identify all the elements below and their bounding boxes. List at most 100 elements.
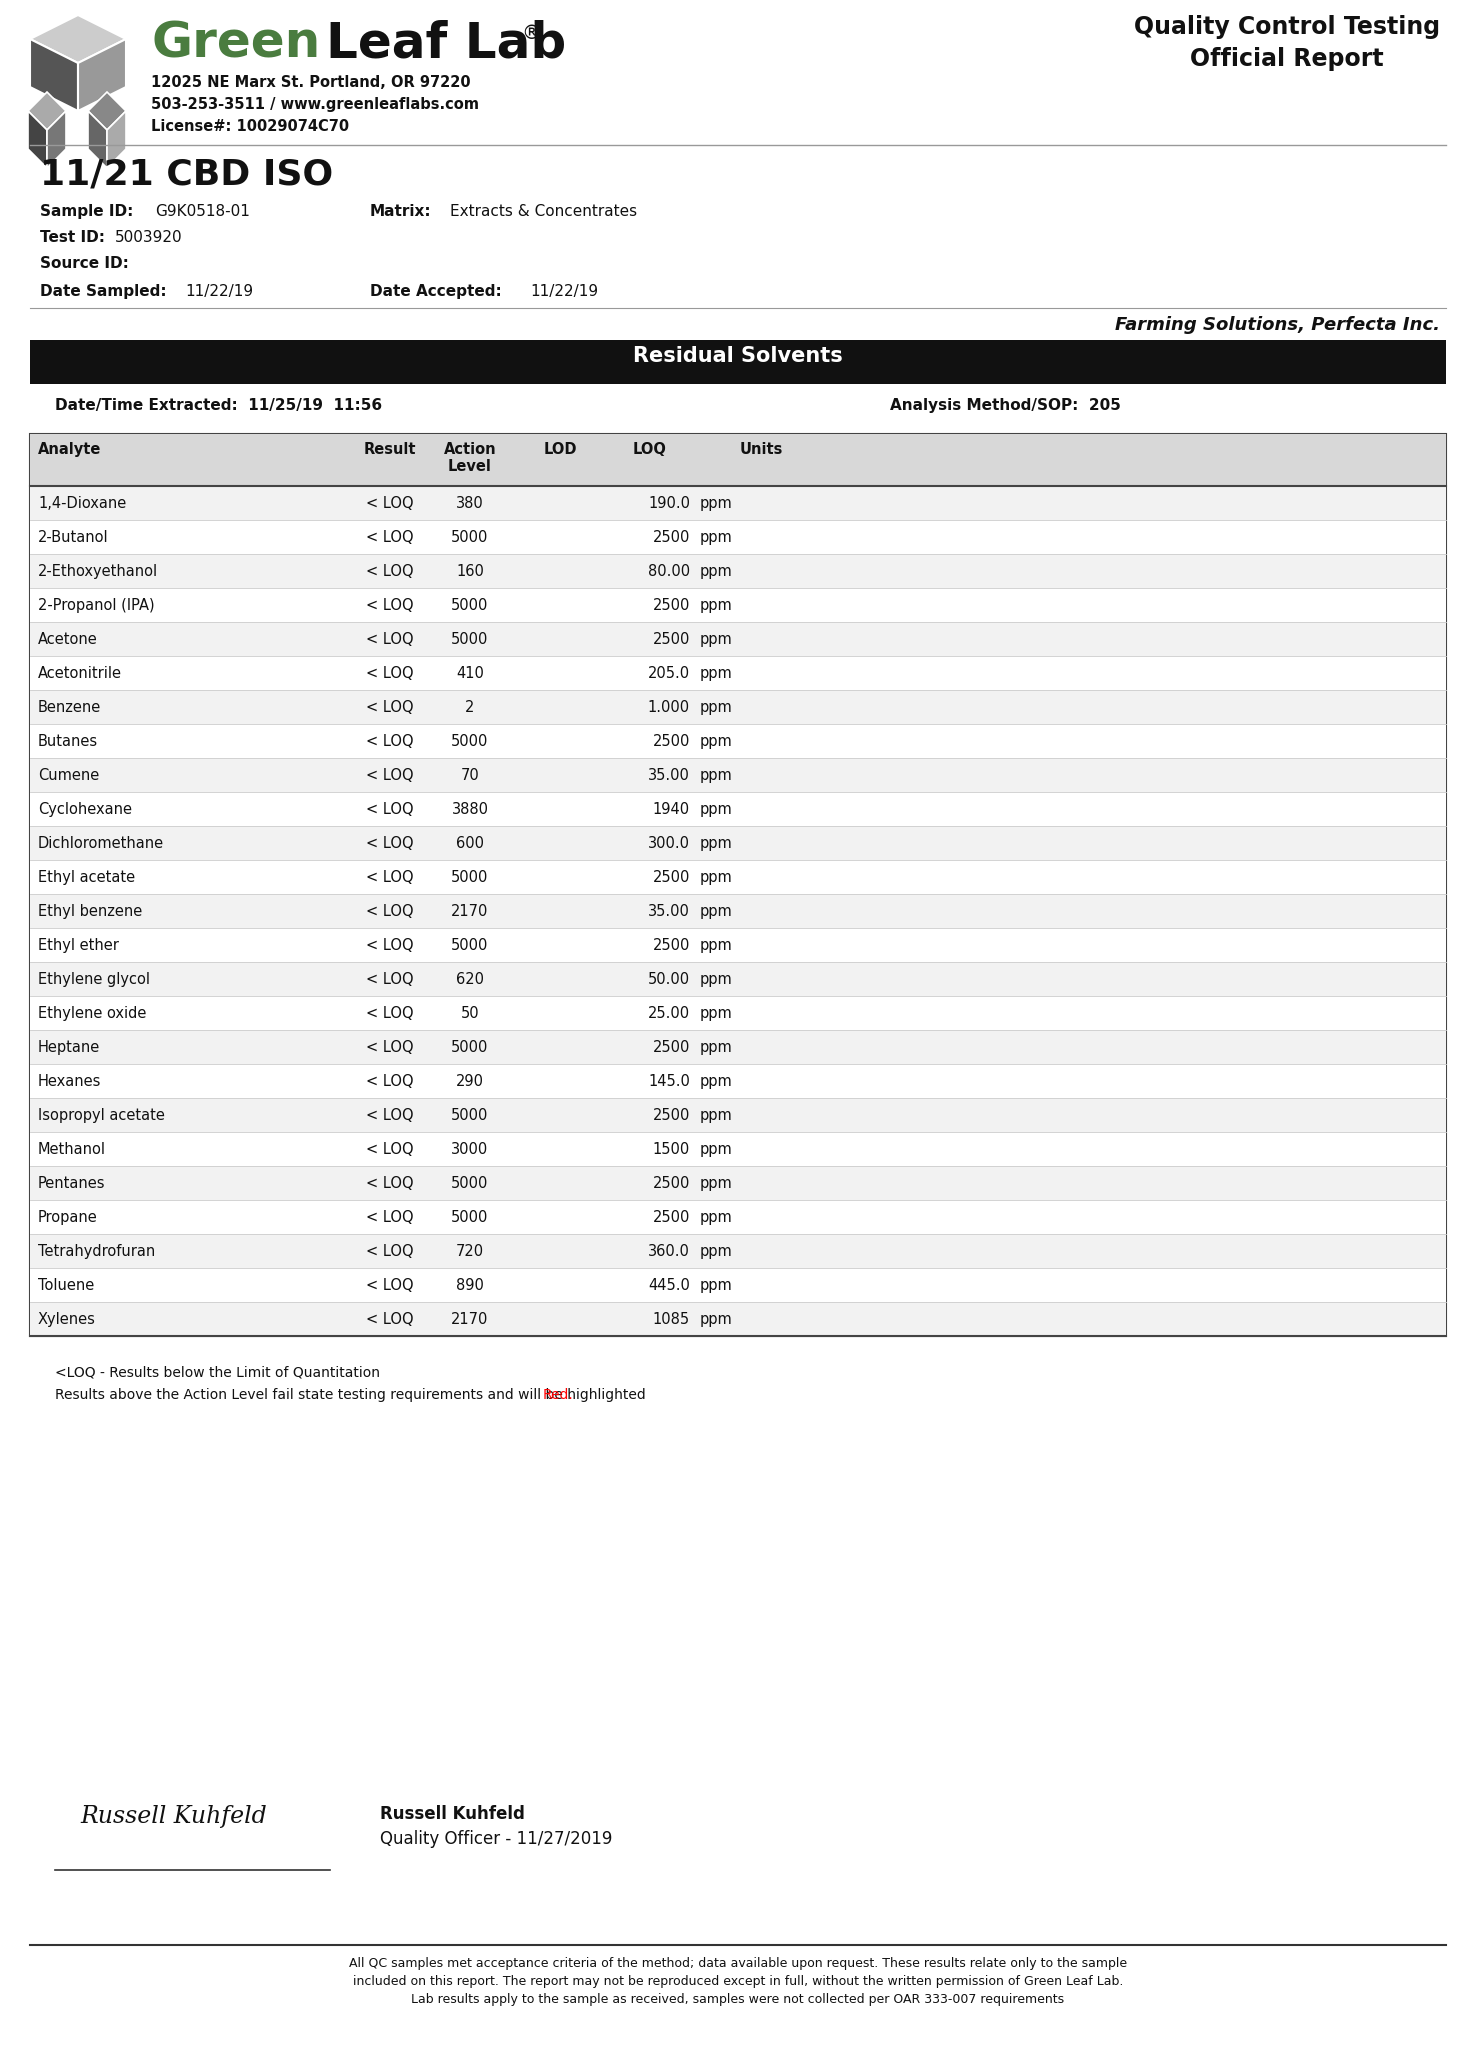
Bar xyxy=(30,758,1446,793)
Text: 503-253-3511 / www.greenleaflabs.com: 503-253-3511 / www.greenleaflabs.com xyxy=(151,96,480,113)
Text: Red.: Red. xyxy=(543,1389,574,1403)
Text: Ethyl benzene: Ethyl benzene xyxy=(38,905,142,920)
Text: 2-Ethoxyethanol: 2-Ethoxyethanol xyxy=(38,563,158,580)
Text: Ethyl acetate: Ethyl acetate xyxy=(38,870,136,885)
Text: Action
Level: Action Level xyxy=(444,442,496,475)
Bar xyxy=(30,555,1446,588)
Text: Acetone: Acetone xyxy=(38,633,97,647)
Text: Date/Time Extracted:  11/25/19  11:56: Date/Time Extracted: 11/25/19 11:56 xyxy=(55,397,382,414)
Text: Ethylene oxide: Ethylene oxide xyxy=(38,1006,146,1022)
Text: Butanes: Butanes xyxy=(38,733,97,750)
Text: ppm: ppm xyxy=(700,905,732,920)
Text: ppm: ppm xyxy=(700,1108,732,1122)
Text: ppm: ppm xyxy=(700,1040,732,1055)
Text: G9K0518-01: G9K0518-01 xyxy=(155,205,249,219)
Text: ppm: ppm xyxy=(700,973,732,987)
Text: Tetrahydrofuran: Tetrahydrofuran xyxy=(38,1245,155,1260)
Text: 145.0: 145.0 xyxy=(648,1075,689,1090)
Bar xyxy=(30,434,1446,1335)
Text: Sample ID:: Sample ID: xyxy=(40,205,133,219)
Bar xyxy=(30,588,1446,623)
Text: ppm: ppm xyxy=(700,768,732,782)
Bar xyxy=(30,963,1446,995)
Text: 2500: 2500 xyxy=(652,1210,689,1225)
Text: 3880: 3880 xyxy=(452,803,489,817)
Text: 290: 290 xyxy=(456,1075,484,1090)
Text: 2: 2 xyxy=(465,700,475,715)
Text: Isopropyl acetate: Isopropyl acetate xyxy=(38,1108,165,1122)
Bar xyxy=(30,725,1446,758)
Text: < LOQ: < LOQ xyxy=(366,666,413,682)
Text: < LOQ: < LOQ xyxy=(366,973,413,987)
Text: 190.0: 190.0 xyxy=(648,496,689,512)
Text: ppm: ppm xyxy=(700,1278,732,1292)
Text: Cyclohexane: Cyclohexane xyxy=(38,803,131,817)
Text: 11/21 CBD ISO: 11/21 CBD ISO xyxy=(40,158,334,193)
Polygon shape xyxy=(89,111,106,168)
Text: 2500: 2500 xyxy=(652,530,689,545)
Text: Quality Control Testing
Official Report: Quality Control Testing Official Report xyxy=(1134,14,1441,70)
Text: License#: 10029074C70: License#: 10029074C70 xyxy=(151,119,350,133)
Text: 12025 NE Marx St. Portland, OR 97220: 12025 NE Marx St. Portland, OR 97220 xyxy=(151,76,471,90)
Text: 80.00: 80.00 xyxy=(648,563,689,580)
Text: Residual Solvents: Residual Solvents xyxy=(633,346,843,367)
Text: ppm: ppm xyxy=(700,1006,732,1022)
Text: ppm: ppm xyxy=(700,733,732,750)
Text: 2170: 2170 xyxy=(452,905,489,920)
Text: < LOQ: < LOQ xyxy=(366,1040,413,1055)
Text: 360.0: 360.0 xyxy=(648,1245,689,1260)
Text: ppm: ppm xyxy=(700,803,732,817)
Text: Date Accepted:: Date Accepted: xyxy=(370,285,502,299)
Polygon shape xyxy=(28,92,66,129)
Text: 300.0: 300.0 xyxy=(648,836,689,852)
Text: Xylenes: Xylenes xyxy=(38,1313,96,1327)
Text: 5000: 5000 xyxy=(452,1176,489,1192)
Text: 5000: 5000 xyxy=(452,733,489,750)
Text: ppm: ppm xyxy=(700,1313,732,1327)
Text: ppm: ppm xyxy=(700,633,732,647)
Text: < LOQ: < LOQ xyxy=(366,530,413,545)
Text: < LOQ: < LOQ xyxy=(366,1176,413,1192)
Text: ppm: ppm xyxy=(700,1245,732,1260)
Text: <LOQ - Results below the Limit of Quantitation: <LOQ - Results below the Limit of Quanti… xyxy=(55,1366,379,1380)
Text: Pentanes: Pentanes xyxy=(38,1176,105,1192)
Text: Extracts & Concentrates: Extracts & Concentrates xyxy=(450,205,638,219)
Text: < LOQ: < LOQ xyxy=(366,1006,413,1022)
Text: < LOQ: < LOQ xyxy=(366,768,413,782)
Bar xyxy=(30,1200,1446,1235)
Text: Dichloromethane: Dichloromethane xyxy=(38,836,164,852)
Text: 35.00: 35.00 xyxy=(648,768,689,782)
Bar xyxy=(30,690,1446,725)
Text: 2500: 2500 xyxy=(652,633,689,647)
Text: 445.0: 445.0 xyxy=(648,1278,689,1292)
Text: < LOQ: < LOQ xyxy=(366,803,413,817)
Text: 5000: 5000 xyxy=(452,530,489,545)
Text: Cumene: Cumene xyxy=(38,768,99,782)
Text: 1940: 1940 xyxy=(652,803,689,817)
Polygon shape xyxy=(47,111,66,168)
Text: ppm: ppm xyxy=(700,700,732,715)
Text: Propane: Propane xyxy=(38,1210,97,1225)
Bar xyxy=(30,340,1446,385)
Text: ppm: ppm xyxy=(700,1176,732,1192)
Text: < LOQ: < LOQ xyxy=(366,1143,413,1157)
Text: < LOQ: < LOQ xyxy=(366,1108,413,1122)
Polygon shape xyxy=(78,39,125,111)
Bar xyxy=(30,655,1446,690)
Text: < LOQ: < LOQ xyxy=(366,1278,413,1292)
Text: 410: 410 xyxy=(456,666,484,682)
Text: 1,4-Dioxane: 1,4-Dioxane xyxy=(38,496,127,512)
Text: 380: 380 xyxy=(456,496,484,512)
Text: < LOQ: < LOQ xyxy=(366,1075,413,1090)
Text: Leaf Lab: Leaf Lab xyxy=(326,20,567,68)
Text: 620: 620 xyxy=(456,973,484,987)
Text: Benzene: Benzene xyxy=(38,700,102,715)
Text: < LOQ: < LOQ xyxy=(366,1210,413,1225)
Bar xyxy=(30,1303,1446,1335)
Text: ppm: ppm xyxy=(700,870,732,885)
Text: < LOQ: < LOQ xyxy=(366,598,413,612)
Text: Test ID:: Test ID: xyxy=(40,229,105,246)
Bar xyxy=(30,1235,1446,1268)
Text: 5000: 5000 xyxy=(452,598,489,612)
Text: Heptane: Heptane xyxy=(38,1040,100,1055)
